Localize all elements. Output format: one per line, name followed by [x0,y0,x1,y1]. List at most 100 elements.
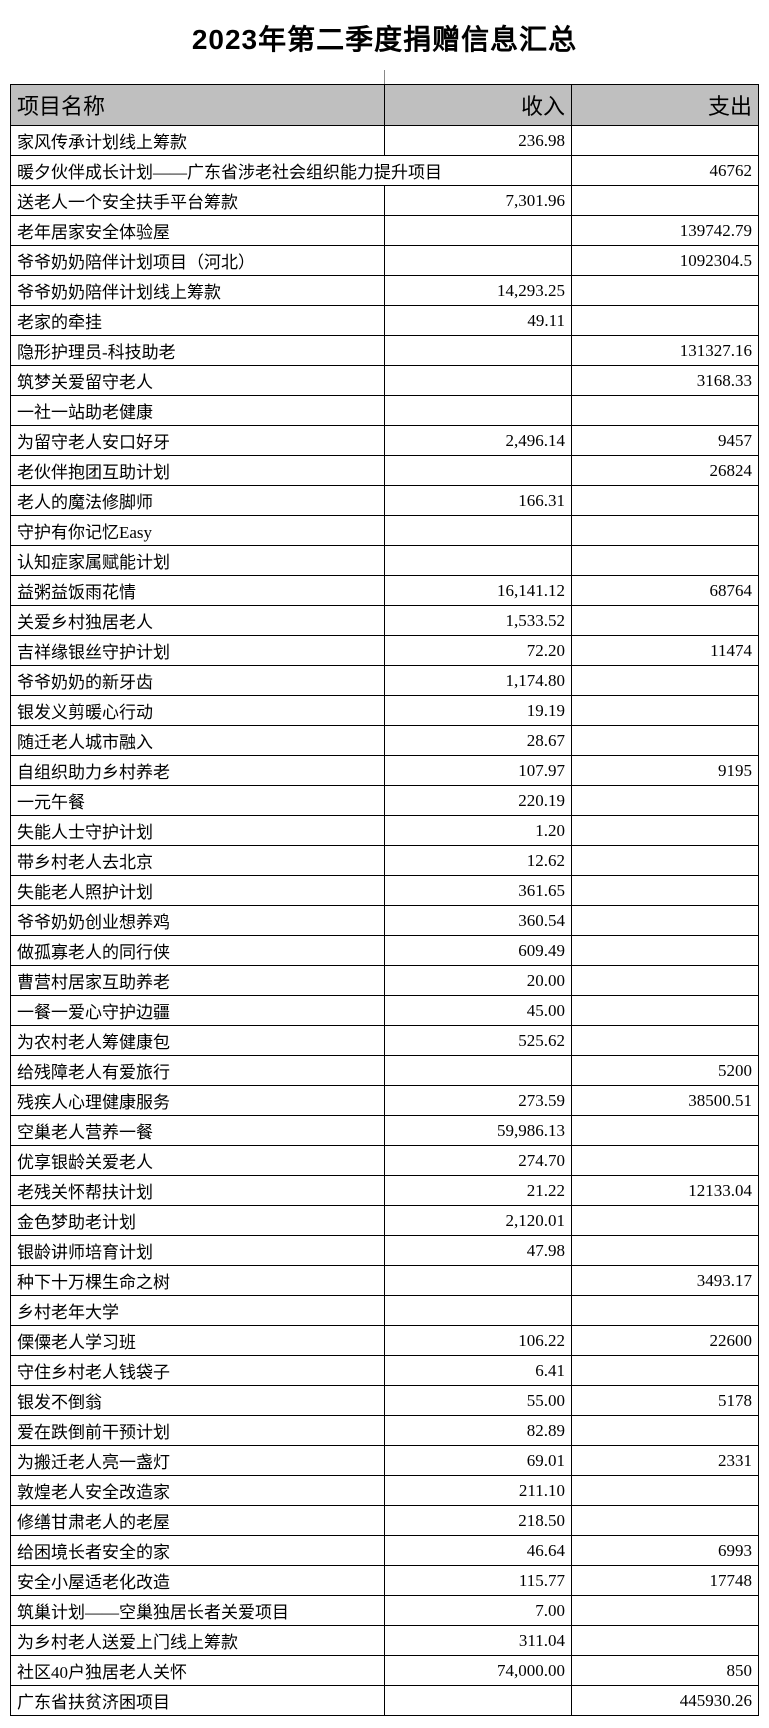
cell-income: 274.70 [385,1146,572,1176]
cell-name: 老残关怀帮扶计划 [11,1176,385,1206]
cell-income: 20.00 [385,966,572,996]
donation-table: 项目名称 收入 支出 家风传承计划线上筹款236.98暖夕伙伴成长计划——广东省… [10,84,759,1716]
cell-income: 69.01 [385,1446,572,1476]
cell-expense [572,966,759,996]
cell-expense [572,186,759,216]
table-row: 筑梦关爱留守老人3168.33 [11,366,759,396]
cell-expense [572,516,759,546]
cell-name: 失能老人照护计划 [11,876,385,906]
cell-income: 218.50 [385,1506,572,1536]
cell-expense: 445930.26 [572,1686,759,1716]
cell-name: 银龄讲师培育计划 [11,1236,385,1266]
cell-expense [572,696,759,726]
table-row: 守护有你记忆Easy [11,516,759,546]
cell-expense [572,816,759,846]
cell-name: 送老人一个安全扶手平台筹款 [11,186,385,216]
cell-expense: 17748 [572,1566,759,1596]
cell-expense: 1092304.5 [572,246,759,276]
table-row: 给困境长者安全的家46.646993 [11,1536,759,1566]
cell-expense: 2331 [572,1446,759,1476]
cell-income: 525.62 [385,1026,572,1056]
cell-income [385,456,572,486]
cell-income: 106.22 [385,1326,572,1356]
cell-name: 自组织助力乡村养老 [11,756,385,786]
cell-name: 金色梦助老计划 [11,1206,385,1236]
cell-expense: 11474 [572,636,759,666]
cell-name: 随迁老人城市融入 [11,726,385,756]
page-title: 2023年第二季度捐赠信息汇总 [10,12,759,70]
divider-left [10,70,385,84]
cell-income: 19.19 [385,696,572,726]
table-row: 送老人一个安全扶手平台筹款7,301.96 [11,186,759,216]
table-row: 爷爷奶奶创业想养鸡360.54 [11,906,759,936]
table-row: 金色梦助老计划2,120.01 [11,1206,759,1236]
table-row: 一餐一爱心守护边疆45.00 [11,996,759,1026]
cell-expense [572,906,759,936]
cell-name: 益粥益饭雨花情 [11,576,385,606]
cell-expense: 38500.51 [572,1086,759,1116]
cell-expense [572,1626,759,1656]
cell-income: 211.10 [385,1476,572,1506]
table-row: 优享银龄关爱老人274.70 [11,1146,759,1176]
table-row: 随迁老人城市融入28.67 [11,726,759,756]
cell-name: 为搬迁老人亮一盏灯 [11,1446,385,1476]
cell-income: 28.67 [385,726,572,756]
cell-name: 老年居家安全体验屋 [11,216,385,246]
cell-name: 为留守老人安口好牙 [11,426,385,456]
title-divider [10,70,759,84]
table-row: 银发义剪暖心行动19.19 [11,696,759,726]
table-row: 傈僳老人学习班106.2222600 [11,1326,759,1356]
cell-income: 107.97 [385,756,572,786]
table-row: 安全小屋适老化改造115.7717748 [11,1566,759,1596]
cell-income [385,516,572,546]
cell-income: 273.59 [385,1086,572,1116]
cell-income: 236.98 [385,126,572,156]
table-row: 一元午餐220.19 [11,786,759,816]
cell-income [385,1296,572,1326]
cell-expense: 46762 [572,156,759,186]
cell-expense: 26824 [572,456,759,486]
cell-income: 360.54 [385,906,572,936]
cell-name: 筑巢计划——空巢独居长者关爱项目 [11,1596,385,1626]
table-row: 一社一站助老健康 [11,396,759,426]
cell-expense [572,876,759,906]
cell-name: 爷爷奶奶创业想养鸡 [11,906,385,936]
table-row: 自组织助力乡村养老107.979195 [11,756,759,786]
table-row: 爷爷奶奶陪伴计划线上筹款14,293.25 [11,276,759,306]
table-row: 敦煌老人安全改造家211.10 [11,1476,759,1506]
cell-name: 暖夕伙伴成长计划——广东省涉老社会组织能力提升项目 [11,156,572,186]
cell-income: 46.64 [385,1536,572,1566]
cell-name: 老人的魔法修脚师 [11,486,385,516]
table-row: 关爱乡村独居老人1,533.52 [11,606,759,636]
cell-expense [572,846,759,876]
cell-expense [572,1506,759,1536]
cell-income [385,1266,572,1296]
cell-expense [572,276,759,306]
cell-income [385,216,572,246]
table-row: 空巢老人营养一餐59,986.13 [11,1116,759,1146]
table-row: 守住乡村老人钱袋子6.41 [11,1356,759,1386]
cell-expense [572,126,759,156]
cell-name: 广东省扶贫济困项目 [11,1686,385,1716]
cell-income: 7,301.96 [385,186,572,216]
cell-name: 敦煌老人安全改造家 [11,1476,385,1506]
divider-right [385,70,760,84]
cell-income: 220.19 [385,786,572,816]
cell-income: 21.22 [385,1176,572,1206]
cell-income: 1.20 [385,816,572,846]
cell-income: 311.04 [385,1626,572,1656]
table-row: 老残关怀帮扶计划21.2212133.04 [11,1176,759,1206]
cell-name: 为农村老人筹健康包 [11,1026,385,1056]
cell-expense: 6993 [572,1536,759,1566]
cell-name: 失能人士守护计划 [11,816,385,846]
cell-expense [572,396,759,426]
cell-name: 认知症家属赋能计划 [11,546,385,576]
cell-expense [572,1416,759,1446]
cell-income: 166.31 [385,486,572,516]
header-income: 收入 [385,85,572,126]
cell-expense [572,1236,759,1266]
table-row: 隐形护理员-科技助老131327.16 [11,336,759,366]
table-row: 残疾人心理健康服务273.5938500.51 [11,1086,759,1116]
cell-income: 49.11 [385,306,572,336]
cell-name: 安全小屋适老化改造 [11,1566,385,1596]
